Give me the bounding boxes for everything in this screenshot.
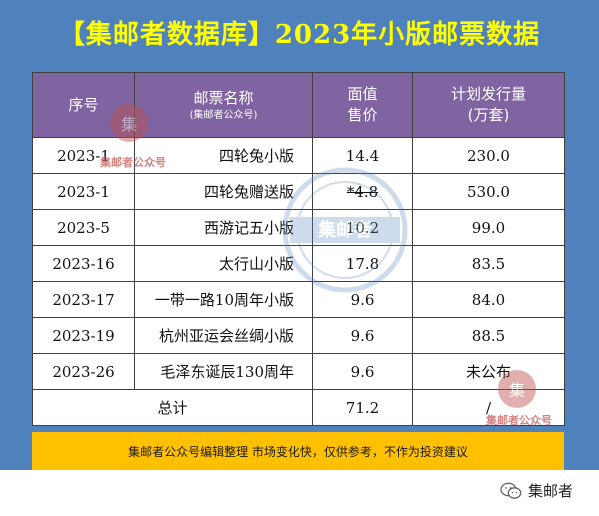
cell-serial: 2023-17 bbox=[32, 281, 135, 318]
cell-quantity: 88.5 bbox=[412, 317, 565, 354]
cell-total-quantity: / bbox=[412, 389, 565, 426]
cell-price: 9.6 bbox=[312, 317, 413, 354]
cell-quantity: 530.0 bbox=[412, 173, 565, 210]
table-header-row: 序号 邮票名称 (集邮者公众号) 面值 售价 计划发行量 (万套) bbox=[32, 72, 565, 138]
cell-quantity: 84.0 bbox=[412, 281, 565, 318]
cell-serial: 2023-1 bbox=[32, 173, 135, 210]
cell-serial: 2023-19 bbox=[32, 317, 135, 354]
header-serial: 序号 bbox=[32, 72, 135, 138]
brand-name: 集邮者 bbox=[527, 482, 573, 500]
header-stamp-name: 邮票名称 (集邮者公众号) bbox=[134, 72, 313, 138]
page-title: 【集邮者数据库】2023年小版邮票数据 bbox=[58, 20, 541, 50]
cell-price: *4.8 bbox=[312, 173, 413, 210]
cell-price: 17.8 bbox=[312, 245, 413, 282]
table-row: 2023-26 毛泽东诞辰130周年 9.6 未公布 bbox=[32, 353, 565, 390]
cell-stamp-name: 毛泽东诞辰130周年 bbox=[134, 353, 313, 390]
cell-quantity: 99.0 bbox=[412, 209, 565, 246]
table-row: 2023-16 太行山小版 17.8 83.5 bbox=[32, 245, 565, 282]
cell-price: 14.4 bbox=[312, 137, 413, 174]
table-row: 2023-1 四轮兔赠送版 *4.8 530.0 bbox=[32, 173, 565, 210]
table-total-row: 总计 71.2 / bbox=[32, 389, 565, 426]
cell-price: 9.6 bbox=[312, 353, 413, 390]
cell-stamp-name: 一带一路10周年小版 bbox=[134, 281, 313, 318]
cell-stamp-name: 杭州亚运会丝绸小版 bbox=[134, 317, 313, 354]
header-quantity: 计划发行量 (万套) bbox=[412, 72, 565, 138]
cell-quantity: 230.0 bbox=[412, 137, 565, 174]
cell-serial: 2023-26 bbox=[32, 353, 135, 390]
table-row: 2023-1 四轮兔小版 14.4 230.0 bbox=[32, 137, 565, 174]
brand-signature: 集邮者 bbox=[500, 480, 573, 501]
table-row: 2023-17 一带一路10周年小版 9.6 84.0 bbox=[32, 281, 565, 318]
wechat-icon bbox=[500, 482, 522, 499]
cell-stamp-name: 太行山小版 bbox=[134, 245, 313, 282]
header-price: 面值 售价 bbox=[312, 72, 413, 138]
cell-serial: 2023-1 bbox=[32, 137, 135, 174]
cell-stamp-name: 西游记五小版 bbox=[134, 209, 313, 246]
cell-stamp-name: 四轮兔小版 bbox=[134, 137, 313, 174]
cell-serial: 2023-5 bbox=[32, 209, 135, 246]
table-row: 2023-19 杭州亚运会丝绸小版 9.6 88.5 bbox=[32, 317, 565, 354]
disclaimer-footer: 集邮者公众号编辑整理 市场变化快，仅供参考，不作为投资建议 bbox=[32, 432, 564, 470]
cell-serial: 2023-16 bbox=[32, 245, 135, 282]
cell-price: 10.2 bbox=[312, 209, 413, 246]
table-row: 2023-5 西游记五小版 10.2 99.0 bbox=[32, 209, 565, 246]
cell-total-label: 总计 bbox=[32, 389, 313, 426]
cell-price: 9.6 bbox=[312, 281, 413, 318]
cell-stamp-name: 四轮兔赠送版 bbox=[134, 173, 313, 210]
cell-quantity: 83.5 bbox=[412, 245, 565, 282]
stamp-data-table: 序号 邮票名称 (集邮者公众号) 面值 售价 计划发行量 (万套) 2023-1… bbox=[32, 72, 565, 426]
cell-total-price: 71.2 bbox=[312, 389, 413, 426]
header-stamp-name-sub: (集邮者公众号) bbox=[189, 110, 258, 121]
cell-quantity: 未公布 bbox=[412, 353, 565, 390]
